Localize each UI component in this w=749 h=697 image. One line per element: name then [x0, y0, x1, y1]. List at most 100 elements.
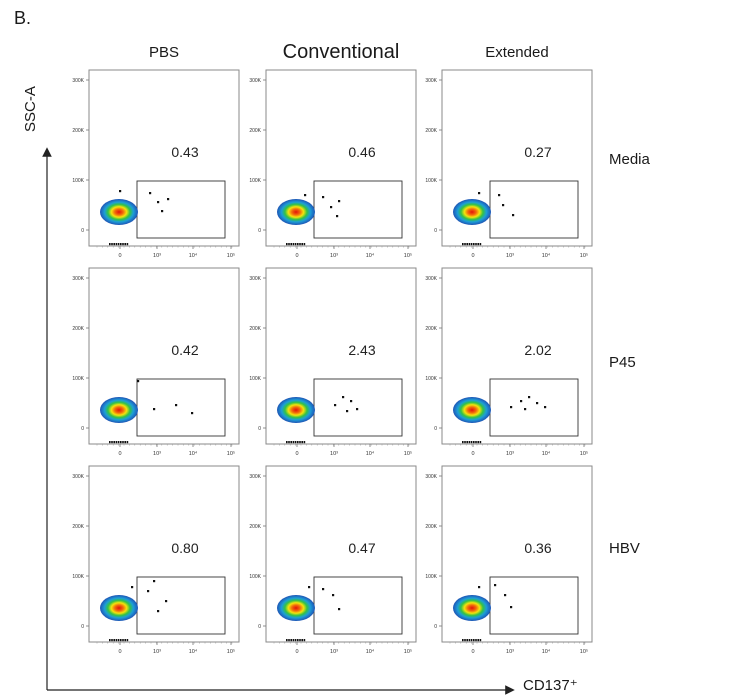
event-point — [153, 580, 156, 583]
baseline-event — [288, 639, 290, 642]
baseline-event — [464, 243, 466, 246]
baseline-event — [294, 441, 297, 444]
density-cluster — [100, 199, 138, 225]
y-tick-label: 100K — [425, 574, 437, 580]
event-point — [334, 404, 337, 407]
baseline-event — [303, 441, 306, 444]
panel-frame — [88, 69, 240, 247]
plot-panel-media-conventional: 0 100K 200K 300K 0 10³ 10⁴ 10⁵ 0.46 — [249, 69, 417, 259]
y-tick-label: 100K — [249, 574, 261, 580]
y-tick-label: 200K — [72, 326, 84, 332]
x-tick-label: 10³ — [330, 649, 338, 655]
event-point — [165, 600, 168, 603]
baseline-event — [120, 639, 122, 642]
baseline-event — [122, 441, 124, 444]
baseline-event — [115, 441, 118, 444]
x-tick-label: 10⁵ — [404, 648, 412, 655]
baseline-event — [292, 441, 295, 444]
density-cluster — [277, 595, 315, 621]
column-title-extended: Extended — [485, 44, 549, 61]
event-point — [336, 215, 339, 218]
y-tick-label: 200K — [72, 128, 84, 134]
event-point — [478, 192, 481, 195]
event-point — [510, 406, 513, 409]
baseline-event — [473, 441, 475, 444]
baseline-event — [126, 243, 129, 246]
baseline-event — [468, 639, 471, 642]
baseline-event — [113, 441, 115, 444]
density-cluster — [453, 397, 491, 423]
baseline-event — [122, 639, 124, 642]
x-tick-label: 10⁴ — [542, 648, 551, 655]
x-tick-label: 0 — [295, 649, 298, 655]
baseline-event — [479, 639, 482, 642]
baseline-event — [113, 639, 115, 642]
event-point — [528, 396, 531, 399]
x-tick-label: 10³ — [330, 253, 338, 259]
baseline-event — [292, 639, 295, 642]
gate-percentage-label: 0.80 — [171, 540, 198, 556]
plot-panel-hbv-extended: 0 100K 200K 300K 0 10³ 10⁴ 10⁵ 0.36 — [425, 465, 593, 655]
gate-percentage-label: 0.36 — [524, 540, 551, 556]
baseline-event — [294, 243, 297, 246]
baseline-event — [286, 639, 288, 642]
x-tick-label: 10³ — [506, 451, 514, 457]
density-cluster — [277, 397, 315, 423]
event-point — [175, 404, 178, 407]
event-point — [510, 606, 513, 609]
baseline-event — [477, 441, 479, 444]
x-tick-label: 10⁴ — [542, 252, 551, 259]
x-tick-label: 10³ — [153, 649, 161, 655]
x-tick-label: 10⁵ — [404, 450, 412, 457]
baseline-event — [462, 243, 464, 246]
x-tick-label: 10⁵ — [580, 252, 588, 259]
row-title-media: Media — [609, 151, 650, 168]
baseline-event — [466, 639, 468, 642]
x-tick-label: 10³ — [506, 253, 514, 259]
baseline-event — [111, 243, 113, 246]
baseline-event — [299, 639, 301, 642]
y-tick-label: 100K — [72, 178, 84, 184]
x-tick-label: 10⁵ — [580, 450, 588, 457]
gate-percentage-label: 0.46 — [348, 144, 375, 160]
x-tick-label: 10³ — [506, 649, 514, 655]
event-point — [149, 192, 152, 195]
baseline-event — [117, 639, 120, 642]
plot-panel-hbv-pbs: 0 100K 200K 300K 0 10³ 10⁴ 10⁵ 0.80 — [72, 465, 240, 655]
baseline-event — [477, 639, 479, 642]
baseline-event — [297, 441, 299, 444]
density-cluster — [453, 199, 491, 225]
y-tick-label: 200K — [249, 128, 261, 134]
baseline-event — [297, 243, 299, 246]
baseline-event — [473, 639, 475, 642]
event-point — [504, 594, 507, 597]
baseline-event — [117, 243, 120, 246]
baseline-event — [462, 639, 464, 642]
event-point — [131, 586, 134, 589]
y-tick-label: 300K — [425, 474, 437, 480]
gate-percentage-label: 0.27 — [524, 144, 551, 160]
baseline-event — [473, 243, 475, 246]
event-point — [167, 198, 170, 201]
baseline-event — [288, 441, 290, 444]
baseline-event — [109, 639, 111, 642]
gate-percentage-label: 0.43 — [171, 144, 198, 160]
baseline-event — [468, 441, 471, 444]
x-tick-label: 10⁴ — [366, 648, 375, 655]
y-tick-label: 300K — [249, 474, 261, 480]
baseline-event — [301, 441, 303, 444]
baseline-event — [290, 639, 292, 642]
x-tick-label: 10⁵ — [227, 450, 235, 457]
column-title-conventional: Conventional — [282, 41, 400, 63]
baseline-event — [286, 243, 288, 246]
baseline-event — [466, 441, 468, 444]
gate-percentage-label: 0.47 — [348, 540, 375, 556]
event-point — [544, 406, 547, 409]
x-tick-label: 0 — [118, 253, 121, 259]
event-point — [322, 588, 325, 591]
y-tick-label: 0 — [81, 228, 84, 234]
baseline-event — [111, 639, 113, 642]
density-cluster — [100, 595, 138, 621]
baseline-event — [109, 243, 111, 246]
baseline-event — [303, 243, 306, 246]
